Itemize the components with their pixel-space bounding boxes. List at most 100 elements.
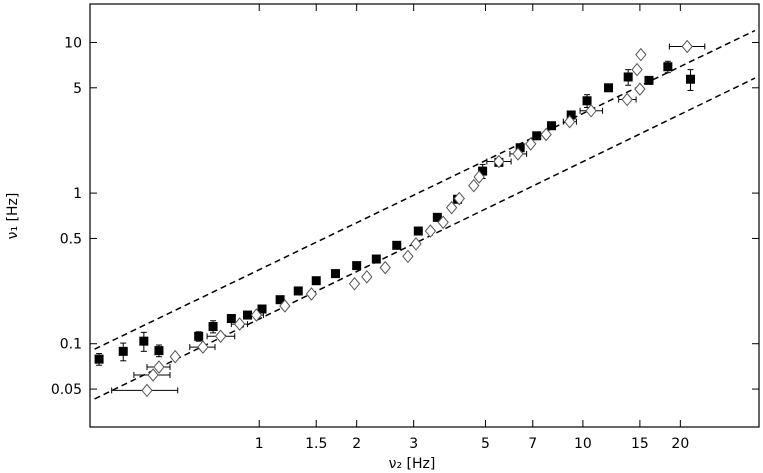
square-point xyxy=(392,240,402,250)
diamond-marker xyxy=(453,191,465,206)
diamond-point xyxy=(169,349,181,364)
diamond-point xyxy=(445,200,458,215)
x-tick-label: 5 xyxy=(481,436,490,452)
diamond-point xyxy=(424,224,437,238)
square-point xyxy=(330,269,340,279)
y-tick-label: 5 xyxy=(73,81,82,97)
diamond-marker xyxy=(348,276,361,291)
diamond-marker xyxy=(197,340,209,354)
diamond-marker xyxy=(147,368,159,382)
y-tick-label: 0.05 xyxy=(51,382,82,398)
diamond-marker xyxy=(361,270,373,284)
y-axis-label: ν₁ [Hz] xyxy=(5,193,21,240)
diamond-point xyxy=(305,287,318,301)
square-point xyxy=(352,261,362,271)
square-marker xyxy=(194,331,204,341)
diamond-marker xyxy=(153,360,165,374)
diamond-point xyxy=(230,317,249,331)
fit-lines xyxy=(94,29,756,400)
x-tick-label: 3 xyxy=(409,436,418,452)
diamond-marker xyxy=(540,127,552,142)
diamond-point xyxy=(525,137,537,151)
diamond-marker xyxy=(493,154,505,169)
square-point xyxy=(94,353,104,366)
diamond-marker xyxy=(445,200,458,215)
square-marker xyxy=(330,269,340,279)
square-marker xyxy=(686,74,696,84)
diamond-marker xyxy=(424,224,437,238)
square-point xyxy=(154,344,164,358)
square-marker xyxy=(413,226,423,236)
diamond-point xyxy=(618,92,637,107)
square-point xyxy=(604,83,614,93)
square-marker xyxy=(392,240,402,250)
square-point xyxy=(432,212,442,222)
diamond-point xyxy=(453,191,465,206)
square-marker xyxy=(582,96,592,106)
diamond-marker xyxy=(512,147,524,161)
diamond-point xyxy=(437,215,449,230)
diamond-point xyxy=(486,154,512,169)
square-marker xyxy=(352,261,362,271)
diamond-point xyxy=(635,47,647,62)
square-point xyxy=(311,276,321,286)
diamond-marker xyxy=(468,178,480,193)
diamond-marker xyxy=(234,317,246,331)
diamond-marker xyxy=(563,114,576,129)
square-marker xyxy=(243,310,253,320)
square-marker xyxy=(478,166,488,176)
diamond-marker xyxy=(525,137,537,151)
diamond-point xyxy=(402,249,414,264)
diamond-marker xyxy=(250,308,263,322)
square-point xyxy=(413,226,423,236)
square-point xyxy=(686,69,696,91)
diamond-point xyxy=(206,329,236,344)
diamond-marker xyxy=(141,383,153,398)
diamond-marker xyxy=(215,329,227,344)
square-marker xyxy=(275,295,285,305)
diamond-point xyxy=(111,383,179,398)
diamond-marker xyxy=(634,82,646,96)
square-marker xyxy=(623,72,633,82)
diamond-point xyxy=(468,178,480,193)
square-point xyxy=(566,110,576,120)
square-point xyxy=(644,75,654,85)
square-marker xyxy=(94,354,104,364)
diamond-point xyxy=(279,299,291,313)
square-marker xyxy=(154,346,164,356)
diamond-marker xyxy=(402,249,414,264)
dashed-line xyxy=(94,29,756,350)
square-point xyxy=(118,342,128,362)
y-tick-label: 0.1 xyxy=(60,337,82,353)
square-marker xyxy=(226,314,236,324)
square-point xyxy=(194,331,204,342)
x-tick-label: 1 xyxy=(255,436,264,452)
square-marker xyxy=(432,212,442,222)
diamond-marker xyxy=(681,39,693,54)
diamond-point xyxy=(509,147,528,161)
diamond-point xyxy=(379,260,391,275)
square-point xyxy=(208,320,218,334)
diamond-marker xyxy=(635,47,647,62)
diamond-point xyxy=(146,360,171,374)
diamond-marker xyxy=(305,287,318,301)
diamond-marker xyxy=(279,299,291,313)
x-tick-label: 15 xyxy=(631,436,649,452)
diamond-marker xyxy=(437,215,449,230)
square-point xyxy=(547,121,557,131)
y-tick-label: 10 xyxy=(64,35,82,51)
diamond-point xyxy=(410,237,422,251)
diamond-marker xyxy=(621,92,633,107)
plot-frame xyxy=(89,3,760,428)
diamond-point xyxy=(634,82,646,96)
diamond-marker xyxy=(169,349,181,364)
square-marker xyxy=(532,131,542,141)
square-point xyxy=(275,295,285,305)
square-marker xyxy=(515,143,525,153)
square-point xyxy=(663,60,673,74)
square-point xyxy=(139,331,149,352)
diamond-marker xyxy=(585,103,597,118)
x-axis-label: ν₂ [Hz] xyxy=(389,456,436,472)
diamond-point xyxy=(540,127,552,142)
